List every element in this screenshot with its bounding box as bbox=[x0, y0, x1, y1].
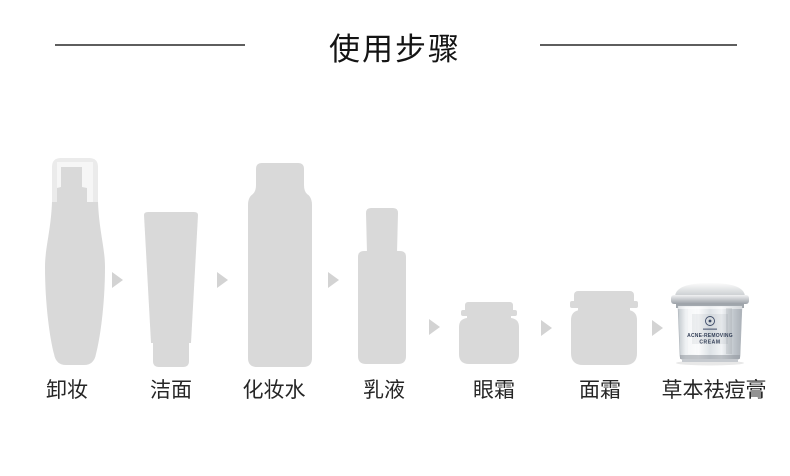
title-divider-right bbox=[540, 44, 737, 46]
page-title: 使用步骤 bbox=[329, 32, 461, 67]
eye-cream-jar-silhouette bbox=[459, 302, 519, 364]
toner-bottle-silhouette bbox=[248, 163, 312, 367]
arrow-right-icon bbox=[652, 320, 663, 336]
jar-lid-rim bbox=[671, 295, 749, 304]
step-label-herbal-acne-cream: 草本祛痘膏 bbox=[661, 379, 767, 402]
step-label-face-cream: 面霜 bbox=[579, 379, 621, 402]
step-label-lotion: 乳液 bbox=[363, 379, 405, 402]
arrow-right-icon bbox=[541, 320, 552, 336]
arrow-right-icon bbox=[328, 272, 339, 288]
arrow-right-icon bbox=[429, 319, 440, 335]
face-cream-jar-silhouette bbox=[570, 291, 638, 365]
cleanser-tube-silhouette bbox=[144, 212, 198, 367]
step-label-makeup-removal: 卸妆 bbox=[46, 379, 88, 402]
jar-label-line1: ACNE-REMOVING bbox=[687, 333, 733, 339]
jar-lid bbox=[675, 283, 745, 297]
step-label-toner: 化妆水 bbox=[242, 379, 306, 402]
jar-bottom-rim bbox=[680, 355, 740, 359]
makeup-remover-pump-bottle-silhouette bbox=[45, 158, 105, 365]
jar-small-text-line bbox=[703, 328, 717, 330]
arrow-right-icon bbox=[112, 272, 123, 288]
acne-cream-product-photo: ACNE-REMOVING CREAM bbox=[671, 283, 749, 366]
jar-label-line2: CREAM bbox=[699, 340, 720, 346]
arrow-right-icon bbox=[217, 272, 228, 288]
lotion-bottle-silhouette bbox=[358, 208, 406, 364]
step-label-cleansing: 洁面 bbox=[150, 379, 192, 402]
title-divider-left bbox=[55, 44, 245, 46]
jar-brand-emblem-icon bbox=[705, 316, 715, 326]
step-label-eye-cream: 眼霜 bbox=[473, 379, 515, 402]
